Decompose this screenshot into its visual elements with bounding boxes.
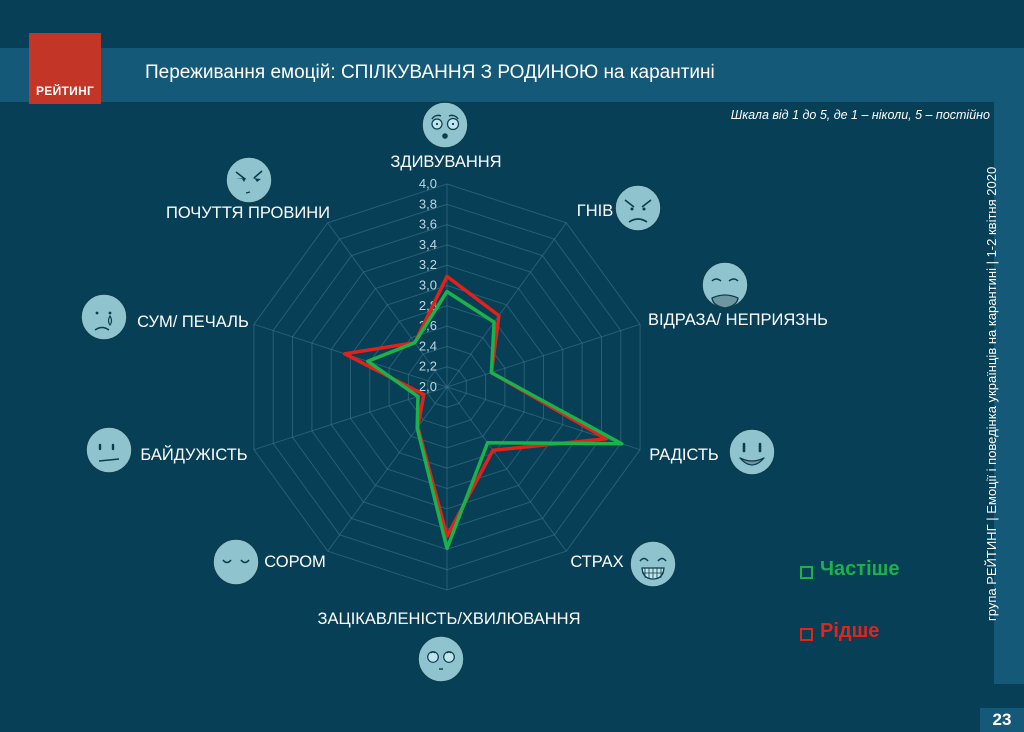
svg-text:СТРАХ: СТРАХ xyxy=(570,553,623,571)
svg-text:ЗАЦІКАВЛЕНІСТЬ/ХВИЛЮВАННЯ: ЗАЦІКАВЛЕНІСТЬ/ХВИЛЮВАННЯ xyxy=(318,610,581,628)
svg-text:ВІДРАЗА/ НЕПРИЯЗНЬ: ВІДРАЗА/ НЕПРИЯЗНЬ xyxy=(648,311,828,329)
svg-text:ПОЧУТТЯ ПРОВИНИ: ПОЧУТТЯ ПРОВИНИ xyxy=(166,204,330,222)
svg-text:БАЙДУЖІСТЬ: БАЙДУЖІСТЬ xyxy=(140,445,247,464)
svg-text:ГНІВ: ГНІВ xyxy=(577,202,613,220)
svg-text:РАДІСТЬ: РАДІСТЬ xyxy=(649,446,719,464)
svg-text:ЗДИВУВАННЯ: ЗДИВУВАННЯ xyxy=(390,153,501,171)
svg-text:СОРОМ: СОРОМ xyxy=(264,553,326,571)
svg-text:СУМ/ ПЕЧАЛЬ: СУМ/ ПЕЧАЛЬ xyxy=(137,313,249,331)
